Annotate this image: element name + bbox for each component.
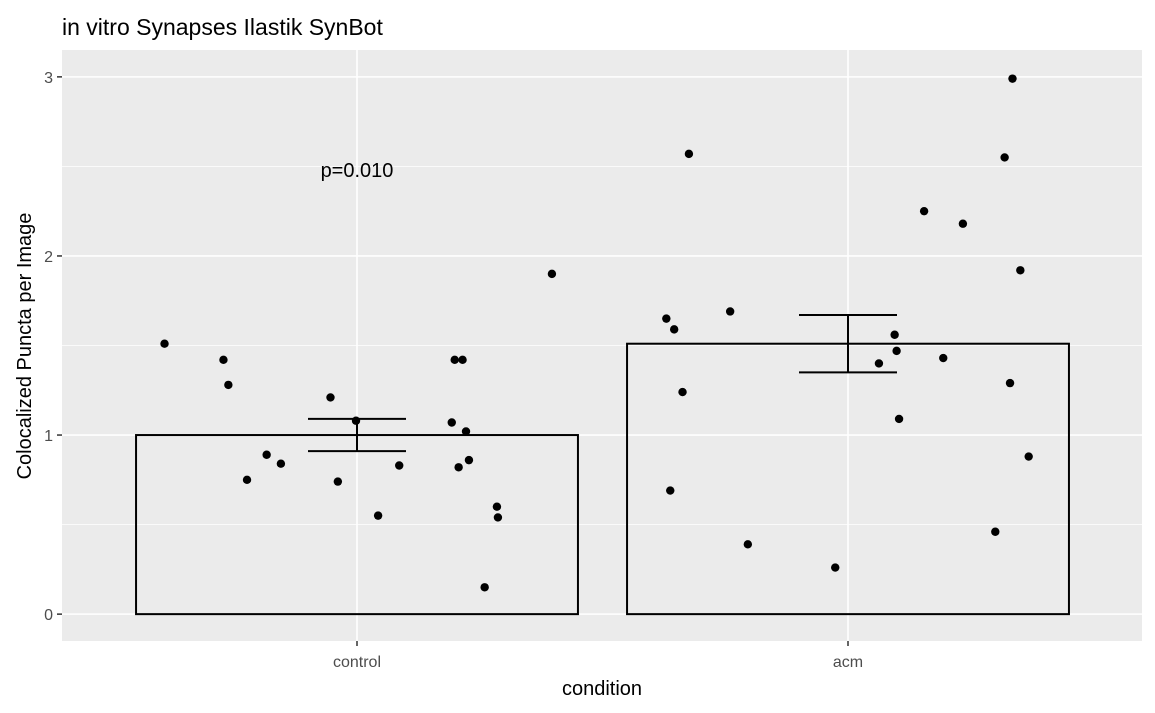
data-point <box>919 206 929 216</box>
x-tick-label: acm <box>833 654 863 671</box>
data-point <box>892 346 901 356</box>
data-point <box>1016 266 1025 275</box>
axes: 0 1 2 3 control acm <box>44 70 863 671</box>
data-point <box>874 359 884 368</box>
data-point <box>262 450 271 459</box>
data-point <box>373 511 383 520</box>
data-point <box>678 387 687 397</box>
data-point <box>450 355 459 365</box>
y-tick-label: 3 <box>44 70 53 87</box>
y-tick-label: 1 <box>44 428 53 445</box>
data-point <box>480 583 489 592</box>
data-point <box>743 540 753 549</box>
chart-title: in vitro Synapses Ilastik SynBot <box>62 14 383 40</box>
data-point <box>1024 452 1033 461</box>
error-bars <box>308 314 897 453</box>
data-point <box>1008 74 1017 83</box>
data-point <box>333 477 343 486</box>
data-point <box>447 418 456 427</box>
data-point <box>669 325 679 334</box>
data-point <box>492 502 502 511</box>
data-point <box>276 459 286 468</box>
data-points <box>160 74 1033 592</box>
data-point <box>894 414 904 424</box>
data-point <box>395 461 404 470</box>
x-axis-label: condition <box>562 678 642 700</box>
data-point <box>464 455 474 465</box>
data-point <box>831 563 840 572</box>
data-point <box>454 463 463 472</box>
y-axis-label: Colocalized Puncta per Image <box>14 213 36 480</box>
data-point <box>461 427 471 436</box>
data-point <box>326 393 335 402</box>
data-point <box>1005 378 1015 388</box>
data-point <box>991 527 1000 536</box>
data-point <box>666 486 675 495</box>
data-point <box>224 380 233 390</box>
data-point <box>493 513 503 522</box>
data-point <box>1000 153 1009 162</box>
data-point <box>219 355 228 365</box>
data-point <box>547 269 557 279</box>
data-point <box>662 314 671 323</box>
y-tick-label: 2 <box>44 249 53 266</box>
data-point <box>160 339 169 348</box>
data-point <box>242 475 252 485</box>
data-point <box>458 355 467 365</box>
data-point <box>939 353 948 363</box>
data-point <box>725 307 735 316</box>
p-value-annotation: p=0.010 <box>321 160 394 182</box>
y-tick-label: 0 <box>44 607 53 624</box>
data-point <box>684 149 694 159</box>
data-point <box>958 219 968 228</box>
x-tick-label: control <box>333 654 381 671</box>
data-point <box>890 330 899 339</box>
